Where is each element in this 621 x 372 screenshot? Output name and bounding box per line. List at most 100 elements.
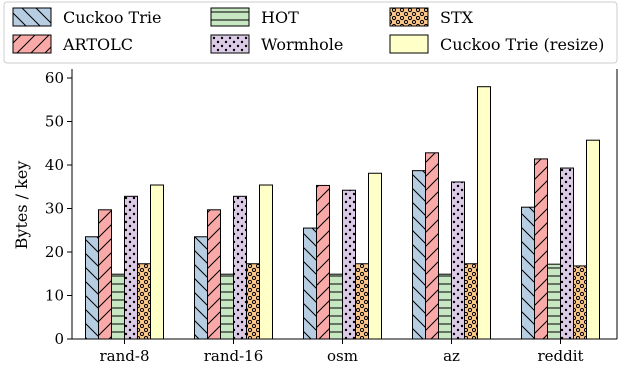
bar-fill xyxy=(477,86,491,339)
legend-label: ARTOLC xyxy=(62,35,133,54)
bar-hatch xyxy=(425,152,439,339)
y-tick-label: 40 xyxy=(45,156,64,174)
legend-swatch-outline xyxy=(210,34,250,54)
bar xyxy=(586,139,600,340)
bar xyxy=(220,273,234,340)
bar xyxy=(124,195,138,340)
bar xyxy=(342,189,356,340)
bar xyxy=(412,170,426,340)
bar xyxy=(150,184,164,340)
bar xyxy=(451,181,465,340)
bar-hatch xyxy=(534,158,548,339)
bar-hatch xyxy=(547,264,561,339)
bar xyxy=(98,209,112,340)
bars-group xyxy=(85,86,600,340)
legend-swatch-hatch xyxy=(211,8,249,26)
x-tick-label: az xyxy=(443,347,460,365)
legend-swatch-hatch xyxy=(211,35,249,53)
y-tick-label: 50 xyxy=(45,113,64,131)
legend: Cuckoo Trie ARTOLC HOT Wormhole STX Cuckoo Tr… xyxy=(3,1,618,64)
bar xyxy=(368,172,382,340)
bar xyxy=(573,265,587,340)
bar-hatch xyxy=(246,263,260,339)
legend-swatch xyxy=(390,35,428,53)
bar xyxy=(534,158,548,340)
x-tick-label: rand-16 xyxy=(204,347,264,365)
legend-swatch-hatch xyxy=(390,8,428,26)
bar-fill xyxy=(150,185,164,339)
legend-swatch-outline xyxy=(12,34,52,54)
bar xyxy=(233,195,247,340)
bar xyxy=(207,209,221,340)
bar-hatch xyxy=(355,263,369,339)
legend-item: STX xyxy=(389,7,474,27)
bar-fill xyxy=(586,140,600,339)
legend-label: STX xyxy=(440,8,474,27)
bar-hatch xyxy=(464,263,478,339)
legend-swatch-outline xyxy=(389,34,429,54)
bar-hatch xyxy=(412,170,426,339)
bar xyxy=(194,236,208,340)
bar-hatch xyxy=(342,190,356,339)
bar-hatch xyxy=(207,209,221,339)
bar-fill xyxy=(368,173,382,339)
x-tick-label: rand-8 xyxy=(100,347,150,365)
legend-swatch-outline xyxy=(12,7,52,27)
bar xyxy=(137,263,151,340)
bar xyxy=(246,263,260,340)
legend-label: Cuckoo Trie (resize) xyxy=(440,35,604,54)
legend-item: Wormhole xyxy=(210,34,343,54)
legend-swatch-hatch xyxy=(13,8,51,26)
bar xyxy=(464,263,478,340)
bar xyxy=(303,227,317,340)
y-axis: 0 10 20 30 40 50 60 xyxy=(45,69,618,348)
legend-label: Wormhole xyxy=(261,35,343,54)
bar xyxy=(521,206,535,340)
bar xyxy=(560,167,574,340)
bar-hatch xyxy=(521,207,535,339)
x-tick-label: osm xyxy=(327,347,358,365)
y-tick-label: 30 xyxy=(45,200,64,218)
bar-hatch xyxy=(137,263,151,339)
bar-hatch xyxy=(560,168,574,339)
bar-hatch xyxy=(220,274,234,339)
bar-hatch xyxy=(233,196,247,339)
bar xyxy=(316,184,330,340)
bar xyxy=(547,263,561,340)
legend-item: ARTOLC xyxy=(12,34,133,54)
bar-hatch xyxy=(194,236,208,339)
legend-swatch-outline xyxy=(210,7,250,27)
bar xyxy=(425,152,439,340)
legend-label: Cuckoo Trie xyxy=(63,8,161,27)
bar-hatch xyxy=(329,274,343,339)
bar-hatch xyxy=(85,236,99,339)
bar-hatch xyxy=(303,228,317,339)
bar-hatch xyxy=(316,185,330,339)
bar xyxy=(355,263,369,340)
legend-swatch-hatch xyxy=(13,35,51,53)
legend-frame xyxy=(3,1,618,64)
bar xyxy=(329,273,343,340)
x-axis: rand-8 rand-16 osm az reddit xyxy=(72,338,617,365)
bar-hatch xyxy=(98,209,112,339)
bar xyxy=(438,273,452,340)
bar-fill xyxy=(259,185,273,339)
y-tick-label: 10 xyxy=(45,287,64,305)
legend-item: HOT xyxy=(210,7,299,27)
bar-hatch xyxy=(573,265,587,339)
bar xyxy=(85,236,99,340)
bar xyxy=(111,273,125,340)
legend-item: Cuckoo Trie xyxy=(12,7,161,27)
legend-label: HOT xyxy=(261,8,299,27)
legend-item: Cuckoo Trie (resize) xyxy=(389,34,604,54)
legend-swatch-outline xyxy=(389,7,429,27)
y-tick-label: 20 xyxy=(45,243,64,261)
bar-hatch xyxy=(451,181,465,339)
y-axis-title: Bytes / key xyxy=(12,161,31,250)
y-tick-label: 0 xyxy=(54,330,64,348)
y-tick-label: 60 xyxy=(45,69,64,87)
bar-hatch xyxy=(111,274,125,339)
bar-hatch xyxy=(438,274,452,339)
bar xyxy=(477,86,491,340)
